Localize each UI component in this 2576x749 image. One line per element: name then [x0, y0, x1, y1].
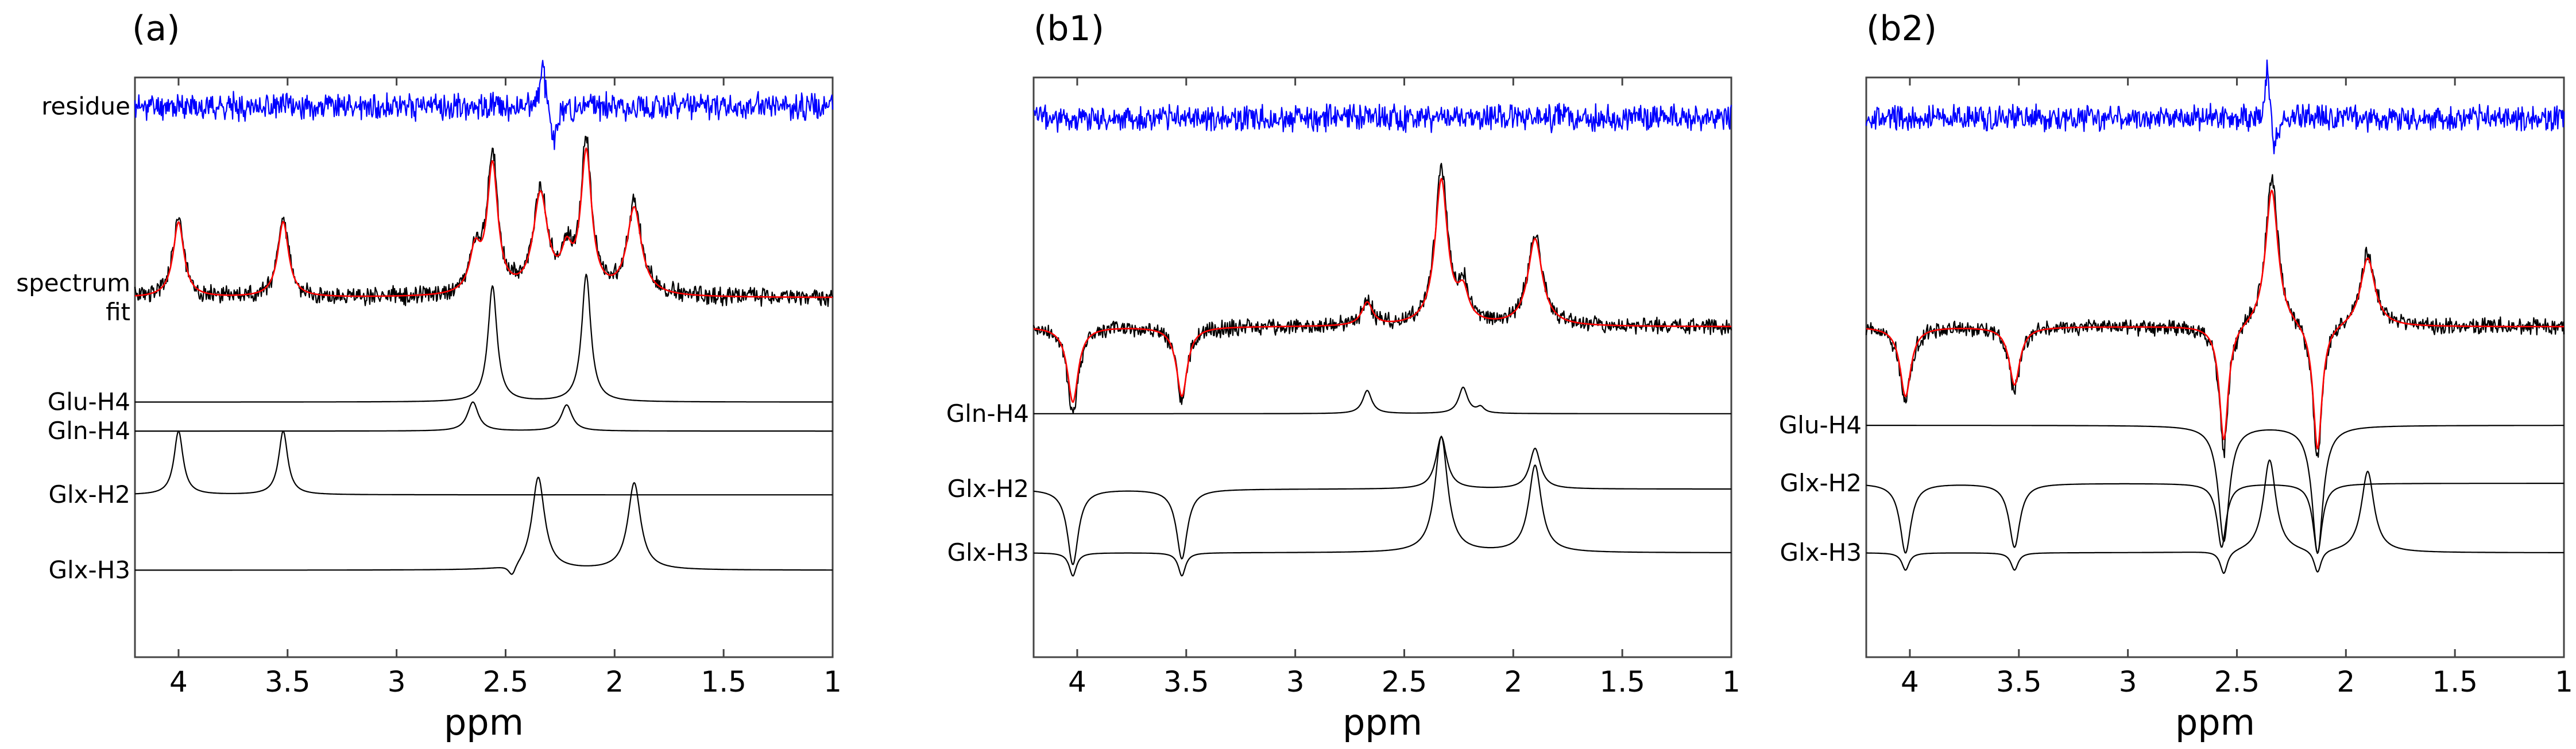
trace-gln-h4 — [1034, 386, 1731, 414]
x-tick-label: 1 — [1722, 665, 1740, 698]
trace-label-glu-h4: Glu-H4 — [48, 388, 130, 416]
x-tick-label: 1 — [2555, 665, 2573, 698]
panel-b1: (b1) Gln-H4 Glx-H2 Glx-H3 4 3.5 3 2.5 2 1.5 1 ppm — [946, 9, 1740, 743]
trace-glx-h3 — [1866, 459, 2564, 574]
trace-glx-h2 — [1866, 483, 2564, 554]
axes-frame — [1032, 76, 1732, 658]
panel-label: (a) — [132, 9, 180, 49]
trace-label-glu-h4: Glu-H4 — [1779, 411, 1862, 439]
x-tick-label: 1.5 — [1599, 665, 1645, 698]
x-tick-label: 2 — [2337, 665, 2355, 698]
x-axis-label: ppm — [444, 701, 524, 743]
x-tick-label: 1 — [823, 665, 842, 698]
x-tick-label: 3 — [388, 665, 406, 698]
x-tick-label: 2 — [1504, 665, 1522, 698]
x-tick-label: 4 — [169, 665, 188, 698]
x-tick-label: 2.5 — [1382, 665, 1428, 698]
axes-frame — [134, 76, 834, 658]
x-tick-label: 2.5 — [483, 665, 529, 698]
trace-residue — [134, 60, 834, 150]
x-tick-label: 1.5 — [701, 665, 747, 698]
x-tick-label: 3.5 — [265, 665, 311, 698]
trace-gln-h4 — [135, 401, 833, 432]
panel-b2: (b2) Glu-H4 Glx-H2 Glx-H3 4 3.5 3 2.5 2 1.5 1 ppm — [1779, 9, 2573, 743]
x-axis-label: ppm — [2175, 701, 2255, 743]
axes-frame — [1865, 76, 2565, 658]
trace-fit — [134, 147, 833, 298]
trace-glu-h4 — [1866, 425, 2564, 554]
trace-label-spectrum: spectrum — [16, 269, 130, 297]
trace-label-fit: fit — [106, 298, 130, 326]
trace-label-glx-h2: Glx-H2 — [1780, 469, 1862, 497]
trace-label-glx-h3: Glx-H3 — [947, 538, 1029, 566]
x-tick-label: 1.5 — [2432, 665, 2478, 698]
x-tick-label: 3.5 — [1163, 665, 1209, 698]
trace-glx-h2 — [1033, 436, 1731, 565]
trace-label-residue: residue — [41, 92, 130, 121]
x-tick-label: 4 — [1901, 665, 1919, 698]
trace-label-gln-h4: Gln-H4 — [946, 399, 1029, 428]
x-tick-label: 3 — [2119, 665, 2137, 698]
trace-spectrum — [1865, 174, 2565, 459]
trace-glx-h2 — [135, 430, 833, 496]
x-tick-label: 2.5 — [2214, 665, 2260, 698]
trace-spectrum — [134, 135, 834, 307]
trace-label-glx-h2: Glx-H2 — [48, 480, 130, 509]
trace-glx-h3 — [1034, 436, 1731, 577]
trace-glx-h3 — [135, 476, 833, 575]
x-tick-label: 4 — [1068, 665, 1086, 698]
panel-label: (b1) — [1034, 9, 1104, 49]
x-tick-label: 3.5 — [1996, 665, 2042, 698]
x-axis-label: ppm — [1343, 701, 1422, 743]
trace-label-glx-h2: Glx-H2 — [947, 475, 1029, 503]
trace-label-gln-h4: Gln-H4 — [48, 417, 130, 445]
trace-fit — [1033, 177, 1731, 403]
trace-residue — [1865, 59, 2565, 154]
panel-label: (b2) — [1866, 9, 1937, 49]
trace-glu-h4 — [135, 273, 833, 403]
x-tick-label: 2 — [605, 665, 624, 698]
trace-fit — [1866, 189, 2564, 450]
x-tick-label: 3 — [1286, 665, 1305, 698]
trace-label-glx-h3: Glx-H3 — [48, 556, 130, 584]
trace-spectrum — [1032, 162, 1732, 414]
trace-residue — [1033, 103, 1732, 134]
trace-label-glx-h3: Glx-H3 — [1780, 538, 1862, 566]
